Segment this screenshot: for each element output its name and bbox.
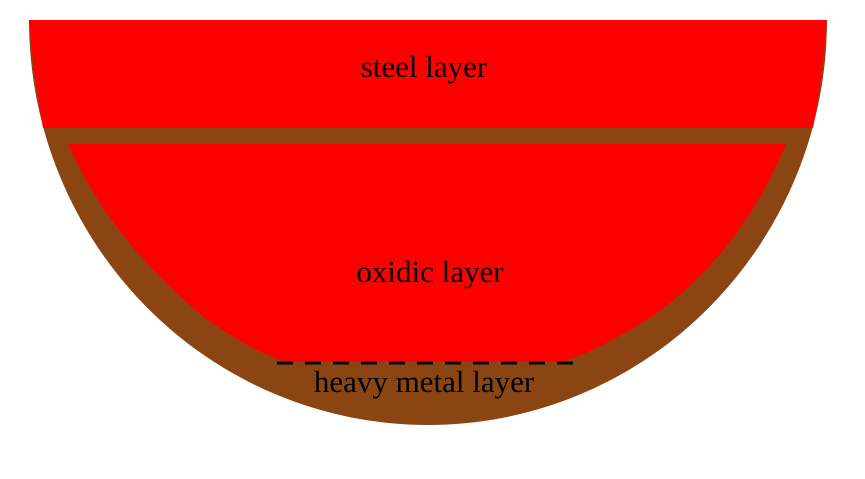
oxidic-layer-label: oxidic layer	[356, 254, 504, 289]
steel-layer-label: steel layer	[361, 49, 488, 84]
oxidic-layer-region	[68, 144, 786, 362]
heavy-metal-layer-label: heavy metal layer	[314, 364, 535, 399]
steel-layer-region	[29, 20, 827, 128]
